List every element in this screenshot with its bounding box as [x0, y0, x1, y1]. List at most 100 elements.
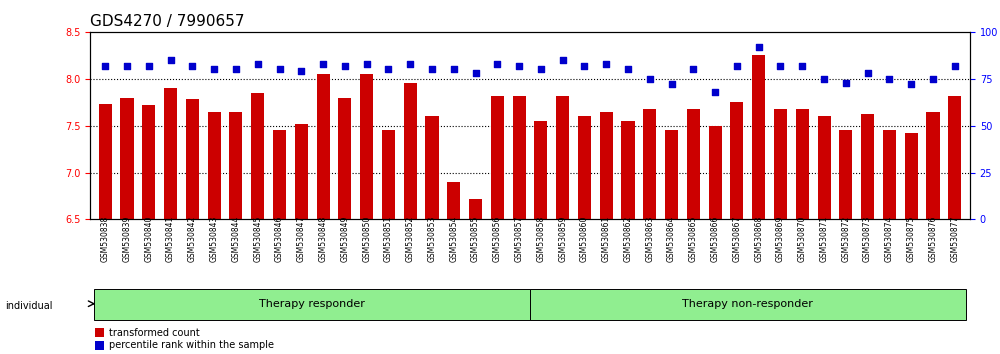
- Text: GSM530854: GSM530854: [449, 216, 458, 262]
- Point: [380, 67, 396, 72]
- Text: GSM530848: GSM530848: [319, 216, 328, 262]
- Point: [293, 68, 309, 74]
- Point: [468, 70, 484, 76]
- Point: [424, 67, 440, 72]
- Text: GSM530873: GSM530873: [863, 216, 872, 262]
- Point: [337, 63, 353, 68]
- Text: GSM530860: GSM530860: [580, 216, 589, 262]
- Text: GSM530838: GSM530838: [101, 216, 110, 262]
- Point: [838, 80, 854, 85]
- Text: GSM530870: GSM530870: [798, 216, 807, 262]
- Text: GSM530874: GSM530874: [885, 216, 894, 262]
- Bar: [404, 84, 417, 219]
- Text: GSM530863: GSM530863: [645, 216, 654, 262]
- Bar: [752, 55, 765, 219]
- Bar: [338, 98, 351, 219]
- Point: [446, 67, 462, 72]
- Text: GSM530841: GSM530841: [166, 216, 175, 262]
- Text: GSM530849: GSM530849: [340, 216, 349, 262]
- Bar: [905, 133, 918, 219]
- Text: transformed count: transformed count: [109, 328, 200, 338]
- Point: [555, 57, 571, 63]
- Point: [272, 67, 288, 72]
- Text: percentile rank within the sample: percentile rank within the sample: [109, 341, 274, 350]
- Bar: [251, 93, 264, 219]
- Bar: [95, 341, 104, 350]
- Text: GSM530850: GSM530850: [362, 216, 371, 262]
- Point: [620, 67, 636, 72]
- Text: GSM530862: GSM530862: [624, 216, 633, 262]
- Text: GSM530844: GSM530844: [231, 216, 240, 262]
- Point: [402, 61, 418, 67]
- Bar: [142, 105, 155, 219]
- Bar: [382, 130, 395, 219]
- Bar: [774, 109, 787, 219]
- Point: [228, 67, 244, 72]
- Text: GSM530856: GSM530856: [493, 216, 502, 262]
- Bar: [709, 126, 722, 219]
- FancyBboxPatch shape: [94, 289, 530, 320]
- Point: [794, 63, 810, 68]
- Text: individual: individual: [5, 301, 52, 311]
- Point: [729, 63, 745, 68]
- Bar: [643, 109, 656, 219]
- Text: GSM530869: GSM530869: [776, 216, 785, 262]
- Bar: [730, 102, 743, 219]
- Bar: [926, 112, 940, 219]
- Text: GSM530839: GSM530839: [123, 216, 132, 262]
- Text: GSM530846: GSM530846: [275, 216, 284, 262]
- Bar: [120, 98, 134, 219]
- Bar: [447, 182, 460, 219]
- Bar: [208, 112, 221, 219]
- Bar: [186, 99, 199, 219]
- Bar: [600, 112, 613, 219]
- Text: Therapy responder: Therapy responder: [259, 299, 365, 309]
- Text: GSM530852: GSM530852: [406, 216, 415, 262]
- Text: GSM530871: GSM530871: [820, 216, 829, 262]
- Bar: [556, 96, 569, 219]
- Text: GSM530876: GSM530876: [928, 216, 937, 262]
- Text: GSM530853: GSM530853: [427, 216, 436, 262]
- Bar: [295, 124, 308, 219]
- Text: GSM530857: GSM530857: [515, 216, 524, 262]
- Point: [533, 67, 549, 72]
- Text: GSM530845: GSM530845: [253, 216, 262, 262]
- Point: [642, 76, 658, 81]
- Point: [97, 63, 113, 68]
- Bar: [95, 328, 104, 337]
- Text: Therapy non-responder: Therapy non-responder: [682, 299, 813, 309]
- Point: [664, 81, 680, 87]
- Text: GSM530865: GSM530865: [689, 216, 698, 262]
- Bar: [665, 130, 678, 219]
- Bar: [534, 121, 547, 219]
- Text: GDS4270 / 7990657: GDS4270 / 7990657: [90, 14, 244, 29]
- Point: [141, 63, 157, 68]
- Point: [925, 76, 941, 81]
- Text: GSM530867: GSM530867: [732, 216, 741, 262]
- Text: GSM530847: GSM530847: [297, 216, 306, 262]
- Point: [576, 63, 592, 68]
- Point: [119, 63, 135, 68]
- Bar: [273, 130, 286, 219]
- Bar: [818, 116, 831, 219]
- Text: GSM530866: GSM530866: [711, 216, 720, 262]
- Point: [598, 61, 614, 67]
- Point: [489, 61, 505, 67]
- Bar: [621, 121, 635, 219]
- Bar: [317, 74, 330, 219]
- Bar: [796, 109, 809, 219]
- Bar: [491, 96, 504, 219]
- Bar: [164, 88, 177, 219]
- Point: [315, 61, 331, 67]
- Point: [947, 63, 963, 68]
- Point: [206, 67, 222, 72]
- Bar: [425, 116, 439, 219]
- Text: GSM530843: GSM530843: [210, 216, 219, 262]
- Bar: [513, 96, 526, 219]
- Text: GSM530851: GSM530851: [384, 216, 393, 262]
- Bar: [578, 116, 591, 219]
- Text: GSM530840: GSM530840: [144, 216, 153, 262]
- Bar: [99, 104, 112, 219]
- Point: [250, 61, 266, 67]
- Text: GSM530855: GSM530855: [471, 216, 480, 262]
